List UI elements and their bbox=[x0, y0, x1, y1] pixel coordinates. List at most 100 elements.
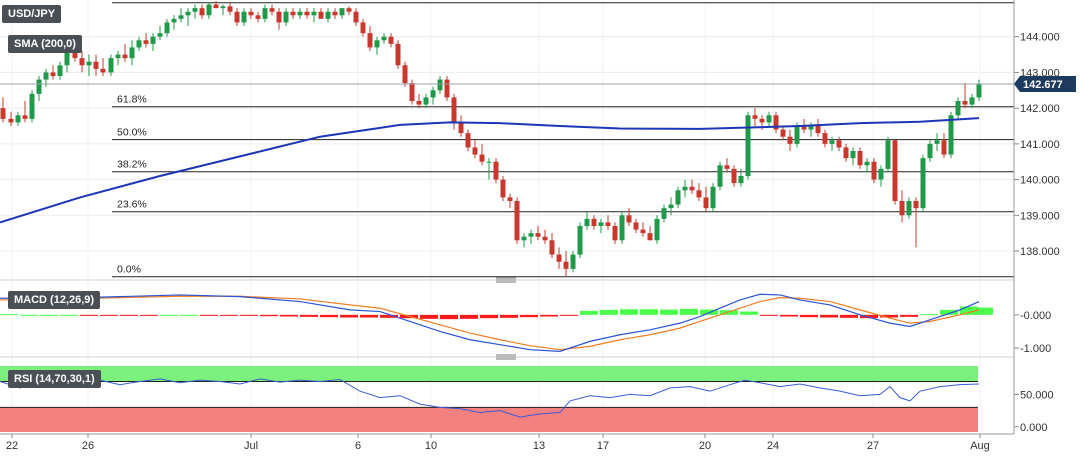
candle-body bbox=[920, 158, 926, 209]
candle-body bbox=[822, 133, 828, 144]
candle-body bbox=[290, 11, 296, 16]
macd-histogram-bar bbox=[560, 314, 578, 316]
candle-body bbox=[500, 179, 506, 198]
macd-histogram-bar bbox=[800, 314, 818, 318]
candle-body bbox=[325, 11, 331, 19]
rsi-oversold-zone bbox=[0, 407, 978, 432]
sma-200-line bbox=[0, 117, 980, 224]
price-axis-tick-label: 138.000 bbox=[1020, 246, 1060, 258]
macd-rsi-separator-drag-handle[interactable] bbox=[496, 354, 516, 360]
macd-indicator-label[interactable]: MACD (12,26,9) bbox=[8, 291, 101, 309]
candle-body bbox=[150, 36, 156, 44]
x-axis-tick-label: 20 bbox=[699, 440, 711, 452]
x-axis-tick-label: Aug bbox=[970, 440, 990, 452]
x-axis-tick-label: 24 bbox=[767, 440, 779, 452]
macd-histogram-bar bbox=[60, 314, 78, 316]
candle-body bbox=[878, 168, 884, 180]
macd-signal-line bbox=[0, 295, 980, 351]
macd-histogram-bar bbox=[500, 314, 518, 318]
macd-histogram-bar bbox=[900, 314, 918, 317]
candle-body bbox=[962, 101, 968, 105]
candle-body bbox=[22, 115, 28, 119]
macd-histogram-bar bbox=[580, 310, 598, 315]
candle-body bbox=[381, 36, 387, 41]
fibonacci-level-label: 61.8% bbox=[117, 94, 147, 106]
macd-histogram-bar bbox=[20, 314, 38, 316]
rsi-indicator-label[interactable]: RSI (14,70,30,1) bbox=[8, 370, 101, 388]
candle-body bbox=[717, 165, 723, 187]
candle-body bbox=[773, 115, 779, 130]
candle-body bbox=[297, 11, 303, 16]
candle-body bbox=[829, 140, 835, 144]
candle-body bbox=[731, 168, 737, 184]
candle-body bbox=[395, 43, 401, 66]
candle-body bbox=[227, 6, 233, 12]
price-macd-separator-drag-handle[interactable] bbox=[496, 277, 516, 283]
candle-body bbox=[948, 115, 954, 155]
macd-histogram-bar bbox=[975, 307, 993, 315]
macd-histogram-bar bbox=[740, 311, 758, 315]
candle-body bbox=[584, 218, 590, 226]
candle-body bbox=[93, 61, 99, 69]
candle-body bbox=[129, 47, 135, 59]
macd-histogram-bar bbox=[180, 314, 198, 316]
candle-body bbox=[136, 40, 142, 48]
candle-body bbox=[941, 140, 947, 155]
candle-body bbox=[255, 15, 261, 19]
candle-body bbox=[696, 190, 702, 198]
candle-body bbox=[885, 140, 891, 169]
last-price-tag bbox=[1014, 75, 1076, 92]
candle-body bbox=[458, 122, 464, 134]
candle-body bbox=[675, 190, 681, 205]
candle-body bbox=[213, 4, 219, 9]
candle-body bbox=[528, 233, 534, 237]
candle-body bbox=[563, 261, 569, 269]
price-axis-tick-label: 142.000 bbox=[1020, 103, 1060, 115]
macd-histogram-bar bbox=[120, 314, 138, 316]
candle-body bbox=[185, 11, 191, 16]
candle-body bbox=[346, 8, 352, 12]
candle-body bbox=[976, 83, 982, 98]
candle-body bbox=[556, 254, 562, 262]
macd-histogram-bar bbox=[320, 314, 338, 318]
candle-body bbox=[850, 151, 856, 159]
candle-body bbox=[724, 165, 730, 169]
candle-body bbox=[780, 129, 786, 137]
candle-body bbox=[969, 97, 975, 105]
macd-histogram-bar bbox=[160, 314, 178, 316]
fibonacci-level-label: 50.0% bbox=[117, 127, 147, 139]
price-axis-tick-label: 139.000 bbox=[1020, 210, 1060, 222]
candle-body bbox=[703, 197, 709, 209]
candle-body bbox=[100, 68, 106, 73]
candle-body bbox=[164, 22, 170, 34]
macd-histogram-bar bbox=[260, 314, 278, 317]
macd-histogram-bar bbox=[140, 314, 158, 316]
price-axis-tick-label: 144.000 bbox=[1020, 32, 1060, 44]
candle-body bbox=[906, 201, 912, 216]
fibonacci-level-label: 23.6% bbox=[117, 199, 147, 211]
candle-body bbox=[801, 126, 807, 130]
candle-body bbox=[64, 43, 70, 66]
candle-body bbox=[416, 101, 422, 105]
candle-body bbox=[507, 197, 513, 201]
candle-body bbox=[689, 186, 695, 191]
macd-histogram-bar bbox=[920, 314, 938, 316]
candle-body bbox=[612, 226, 618, 241]
sma-indicator-label[interactable]: SMA (200,0) bbox=[8, 35, 82, 53]
macd-histogram-bar bbox=[860, 314, 878, 319]
macd-histogram-bar bbox=[640, 309, 658, 315]
fibonacci-level-label: 0.0% bbox=[117, 264, 141, 276]
candle-body bbox=[913, 201, 919, 209]
rsi-overbought-zone bbox=[0, 366, 978, 382]
candle-body bbox=[122, 54, 128, 59]
candle-body bbox=[549, 240, 555, 255]
candle-body bbox=[402, 65, 408, 84]
candle-body bbox=[43, 72, 49, 80]
macd-histogram-bar bbox=[480, 314, 498, 319]
candle-body bbox=[493, 161, 499, 180]
candle-body bbox=[465, 133, 471, 148]
macd-histogram-bar bbox=[340, 314, 358, 318]
candle-body bbox=[360, 22, 366, 34]
